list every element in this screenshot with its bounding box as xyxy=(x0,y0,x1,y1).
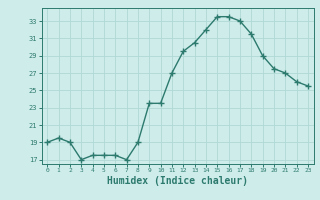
X-axis label: Humidex (Indice chaleur): Humidex (Indice chaleur) xyxy=(107,176,248,186)
